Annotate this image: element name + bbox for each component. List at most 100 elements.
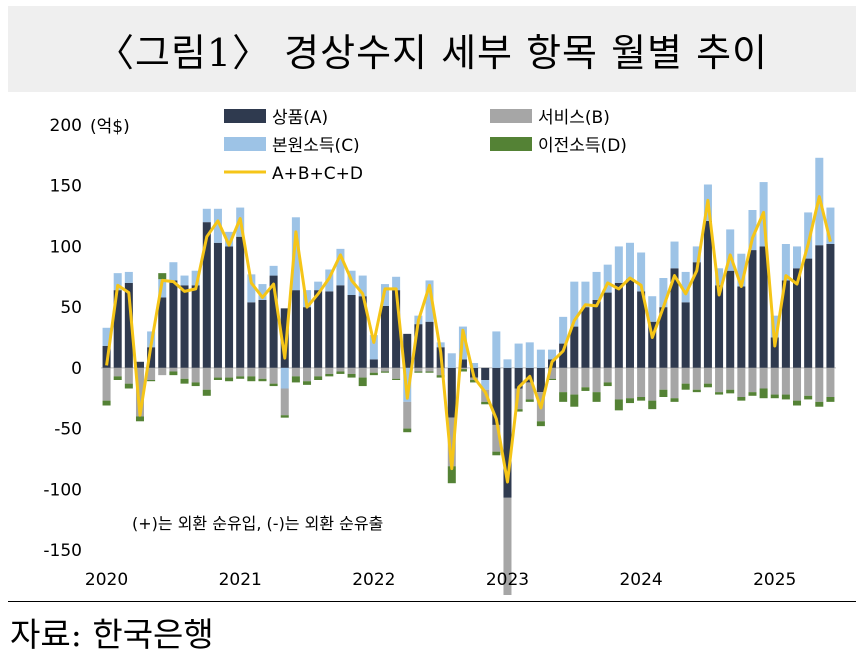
bar-segment-A (625, 279, 634, 368)
bar-segment-C (637, 252, 646, 292)
bar-segment-C (336, 248, 345, 286)
bar-segment-D (247, 376, 256, 382)
bar-segment-A (336, 285, 345, 368)
bar-segment-A (425, 321, 434, 368)
bar-segment-B (113, 367, 122, 377)
bar-segment-A (759, 246, 768, 368)
bar-segment-D (781, 394, 790, 400)
bar-segment-C (213, 208, 222, 243)
bar-segment-C (291, 217, 300, 291)
bar-segment-D (726, 389, 735, 394)
bar-segment-D (514, 409, 523, 412)
bottom-rule (8, 601, 856, 602)
bar-segment-B (236, 367, 245, 377)
bar-segment-A (280, 308, 289, 368)
bar-segment-A (770, 337, 779, 368)
bar-segment-D (759, 388, 768, 399)
legend-label-A: 상품(A) (272, 108, 328, 128)
bar-segment-B (625, 367, 634, 399)
bar-segment-D (637, 397, 646, 401)
bar-segment-D (648, 400, 657, 410)
bar-segment-D (737, 397, 746, 401)
bar-segment-C (447, 353, 456, 368)
bar-segment-C (369, 335, 378, 360)
bar-segment-A (403, 333, 412, 368)
y-tick-label: -150 (43, 541, 82, 561)
x-tick-label: 2021 (219, 570, 262, 590)
bar-segment-D (135, 416, 144, 422)
bar-segment-B (135, 367, 144, 417)
bar-segment-D (325, 373, 334, 377)
y-tick-label: -50 (54, 420, 82, 440)
legend-swatch-C (224, 137, 266, 151)
bar-segment-A (369, 359, 378, 368)
bar-segment-C (826, 207, 835, 244)
bar-segment-B (191, 367, 200, 383)
bar-segment-D (158, 273, 167, 280)
bar-segment-C (793, 246, 802, 269)
bar-segment-C (770, 315, 779, 338)
bar-segment-A (715, 285, 724, 368)
bar-segment-A (559, 343, 568, 368)
y-tick-label: 150 (50, 177, 82, 197)
bar-segment-B (726, 367, 735, 390)
bar-segment-C (247, 274, 256, 303)
bar-segment-C (614, 246, 623, 283)
bar-segment-D (548, 378, 557, 380)
bar-segment-D (458, 369, 467, 372)
bar-segment-D (659, 389, 668, 397)
x-tick-label: 2024 (619, 570, 662, 590)
bar-segment-D (625, 398, 634, 404)
y-tick-label: 100 (50, 237, 82, 257)
bar-segment-D (581, 387, 590, 391)
bar-segment-A (692, 262, 701, 368)
bar-segment-A (414, 324, 423, 368)
bar-segment-B (670, 367, 679, 399)
bar-segment-B (548, 367, 557, 379)
bar-segment-B (403, 401, 412, 429)
bar-segment-D (358, 377, 367, 387)
bar-segment-A (670, 268, 679, 368)
bar-segment-C (258, 284, 267, 300)
bar-segment-C (592, 271, 601, 300)
bar-segment-B (804, 367, 813, 396)
x-tick-label: 2022 (352, 570, 395, 590)
bar-segment-B (681, 367, 690, 384)
bar-segment-B (158, 367, 167, 376)
bar-segment-B (291, 367, 300, 377)
bar-segment-A (303, 307, 312, 368)
bar-segment-D (536, 421, 545, 427)
bar-segment-D (447, 466, 456, 484)
bar-segment-D (336, 371, 345, 374)
bar-segment-A (158, 297, 167, 368)
bar-segment-A (748, 250, 757, 368)
bar-segment-D (369, 372, 378, 376)
bar-segment-C (191, 270, 200, 286)
bar-segment-B (225, 367, 234, 378)
bar-segment-D (826, 397, 835, 402)
bar-segment-B (258, 367, 267, 379)
bar-segment-D (258, 378, 267, 382)
bar-segment-A (703, 220, 712, 368)
bar-segment-B (637, 367, 646, 397)
bar-segment-A (124, 282, 133, 368)
bar-segment-B (124, 367, 133, 384)
bar-segment-D (793, 400, 802, 406)
legend-label-line: A+B+C+D (272, 164, 363, 184)
x-tick-label: 2023 (486, 570, 529, 590)
bar-segment-D (703, 383, 712, 388)
title-band: 〈그림1〉 경상수지 세부 항목 월별 추이 (8, 6, 856, 92)
bar-segment-D (559, 392, 568, 402)
bar-segment-A (793, 268, 802, 368)
bar-segment-B (503, 497, 512, 595)
bar-segment-A (815, 245, 824, 368)
bar-segment-D (347, 373, 356, 378)
bar-segment-D (614, 399, 623, 411)
bar-segment-C (225, 231, 234, 247)
bar-segment-D (102, 400, 111, 406)
bar-segment-D (804, 395, 813, 400)
bar-segment-B (659, 367, 668, 390)
bar-segment-C (525, 342, 534, 368)
bar-segment-B (213, 367, 222, 378)
bar-segment-C (358, 275, 367, 297)
